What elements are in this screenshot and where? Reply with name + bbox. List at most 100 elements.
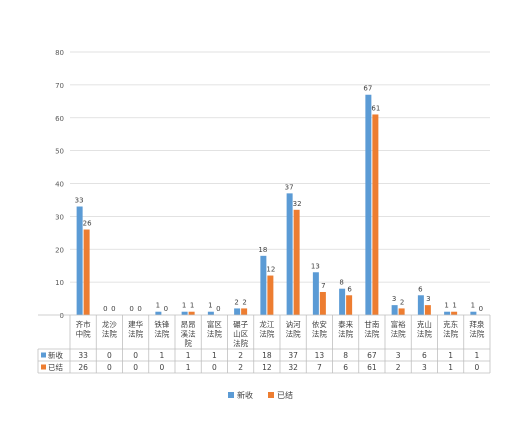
y-tick-label: 30: [55, 213, 64, 221]
table-cell: 1: [474, 351, 479, 360]
bar-xinshou: [155, 311, 162, 315]
legend-swatch-yijie: [268, 392, 274, 398]
table-cell: 0: [474, 363, 479, 372]
data-label: 0: [164, 305, 168, 313]
bar-xinshou: [444, 311, 451, 315]
bar-xinshou: [181, 311, 188, 315]
data-label: 0: [129, 305, 133, 313]
x-tick-label: 富裕: [391, 319, 406, 329]
table-cell: 0: [107, 351, 112, 360]
table-cell: 8: [343, 351, 348, 360]
table-cell: 1: [212, 351, 217, 360]
data-label: 1: [208, 302, 212, 310]
y-tick-label: 0: [60, 312, 64, 320]
data-label: 6: [418, 285, 423, 293]
x-tick-label: 法院: [391, 329, 406, 339]
legend-label: 新收: [237, 390, 253, 400]
bar-yijie: [267, 275, 274, 315]
data-label: 2: [400, 298, 404, 306]
x-tick-label: 甘南: [364, 319, 379, 329]
x-tick-label: 法院: [102, 329, 117, 339]
table-cell: 0: [133, 351, 138, 360]
x-tick-label: 拜泉: [469, 319, 484, 329]
table-cell: 3: [422, 363, 427, 372]
bar-xinshou: [365, 94, 372, 315]
bar-xinshou: [286, 193, 293, 315]
x-tick-label: 铁锋: [154, 319, 169, 329]
x-tick-label: 依安: [312, 319, 327, 329]
x-tick-label: 法院: [128, 329, 143, 339]
x-tick-label: 昂昂: [181, 320, 196, 329]
data-label: 12: [266, 266, 275, 274]
y-tick-label: 60: [55, 115, 64, 123]
bar-yijie: [451, 311, 458, 315]
data-label: 18: [258, 246, 267, 254]
table-cell: 2: [396, 363, 401, 372]
data-label: 32: [293, 200, 302, 208]
x-tick-label: 碾子: [233, 320, 248, 329]
table-cell: 6: [343, 363, 348, 372]
table-series-label: 已结: [48, 362, 63, 372]
bar-xinshou: [391, 305, 398, 315]
data-label: 1: [190, 302, 194, 310]
x-tick-label: 富区: [207, 319, 222, 329]
data-label: 6: [347, 285, 352, 293]
table-cell: 13: [315, 351, 325, 360]
legend-key-yijie: [41, 364, 46, 370]
bar-xinshou: [234, 308, 241, 315]
x-tick-label: 讷河: [286, 319, 301, 329]
table-cell: 0: [159, 363, 164, 372]
bar-yijie: [372, 114, 379, 316]
x-tick-label: 法院: [364, 329, 379, 339]
x-tick-label: 院: [184, 338, 192, 348]
table-cell: 1: [186, 351, 191, 360]
table-cell: 61: [367, 363, 377, 372]
table-cell: 1: [448, 351, 453, 360]
x-tick-label: 法院: [443, 329, 458, 339]
legend-label: 已结: [277, 390, 293, 400]
data-label: 0: [137, 305, 141, 313]
data-label: 1: [156, 302, 160, 310]
data-label: 2: [242, 298, 246, 306]
table-cell: 1: [448, 363, 453, 372]
table-cell: 37: [288, 351, 298, 360]
table-cell: 67: [367, 351, 377, 360]
x-tick-label: 法院: [338, 329, 353, 339]
x-tick-label: 龙江: [259, 319, 274, 329]
x-tick-label: 龙沙: [102, 319, 117, 329]
bar-xinshou: [207, 311, 214, 315]
x-tick-label: 齐市: [76, 319, 91, 329]
y-tick-label: 40: [55, 181, 64, 189]
data-label: 0: [111, 305, 115, 313]
bar-xinshou: [339, 288, 346, 315]
table-cell: 7: [317, 363, 322, 372]
data-label: 0: [103, 305, 107, 313]
bar-yijie: [398, 308, 405, 315]
x-tick-label: 山区: [233, 329, 248, 339]
data-label: 2: [234, 298, 238, 306]
table-cell: 2: [238, 351, 243, 360]
data-label: 37: [285, 183, 294, 191]
x-tick-label: 克山: [417, 319, 432, 329]
data-label: 67: [363, 85, 372, 93]
bar-yijie: [319, 291, 326, 315]
data-label: 0: [216, 305, 220, 313]
bar-yijie: [83, 229, 90, 315]
table-cell: 0: [133, 363, 138, 372]
bar-yijie: [424, 305, 431, 315]
table-cell: 6: [422, 351, 427, 360]
x-tick-label: 克东: [443, 319, 458, 329]
data-label: 26: [83, 220, 92, 228]
x-tick-label: 溪法: [181, 329, 196, 339]
table-series-label: 新收: [48, 350, 63, 360]
y-tick-label: 50: [55, 148, 64, 156]
bar-xinshou: [470, 311, 477, 315]
x-tick-label: 法院: [286, 329, 301, 339]
x-tick-label: 泰来: [338, 319, 353, 329]
x-tick-label: 中院: [76, 329, 91, 339]
table-cell: 2: [238, 363, 243, 372]
x-tick-label: 法院: [233, 338, 248, 348]
x-tick-label: 法院: [154, 329, 169, 339]
y-tick-label: 80: [55, 49, 64, 57]
bar-xinshou: [260, 255, 267, 315]
